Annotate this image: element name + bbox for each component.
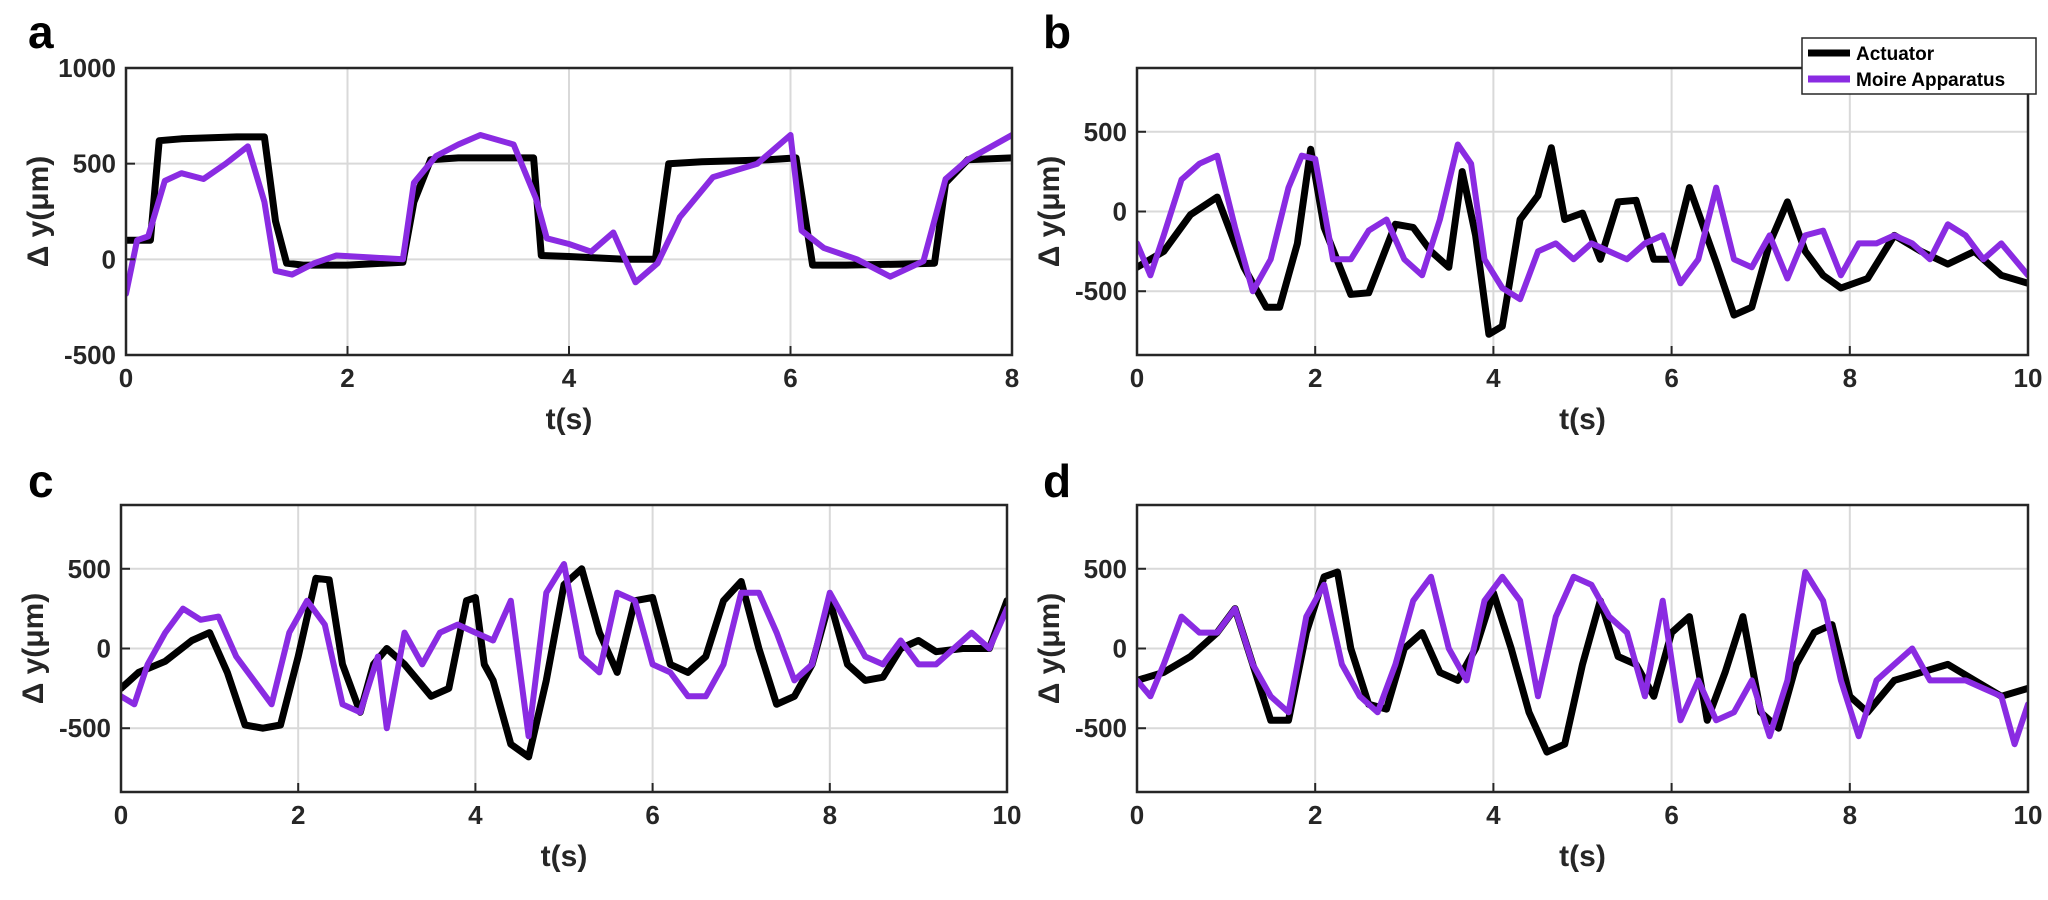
x-tick-label: 4 [1486,800,1501,830]
y-axis-label: Δ y(μm) [1033,156,1066,268]
moire-apparatus-series-line [121,561,1007,740]
x-tick-label: 2 [1308,363,1322,393]
moire-apparatus-series-line [1137,141,2028,303]
y-axis-label: Δ y(μm) [1033,593,1066,705]
panel-label: c [28,455,54,507]
x-tick-label: 8 [1843,800,1857,830]
moire-apparatus-series-line [126,132,1012,297]
legend: Actuator Moire Apparatus [1801,37,2037,95]
legend-label: Actuator [1856,44,1935,65]
y-tick-label: 0 [1113,197,1127,227]
x-axis-label: t(s) [1559,403,1606,436]
y-tick-label: 1000 [58,53,116,83]
x-tick-label: 2 [291,800,305,830]
x-tick-label: 8 [823,800,837,830]
x-tick-label: 0 [114,800,128,830]
y-tick-label: 500 [1084,554,1127,584]
x-tick-label: 10 [993,800,1022,830]
x-tick-label: 8 [1005,363,1019,393]
panel-label: a [28,6,54,58]
panel-label: d [1043,455,1071,507]
y-tick-label: -500 [59,713,111,743]
x-tick-label: 4 [562,363,577,393]
legend-label: Moire Apparatus [1856,70,2005,91]
panel-b: 0 2 4 6 8 10 -500 0 500 t(s) Δ y(μm) b [1033,6,2042,436]
actuator-series-line [1137,144,2028,338]
actuator-series-line [126,133,1012,269]
x-axis-label: t(s) [541,840,588,873]
x-tick-label: 10 [2014,800,2043,830]
legend-box [1801,37,2037,95]
x-tick-label: 2 [1308,800,1322,830]
y-tick-label: -500 [1075,276,1127,306]
y-tick-label: 0 [1113,634,1127,664]
actuator-series-line [121,565,1007,761]
x-tick-label: 0 [119,363,133,393]
x-axis-label: t(s) [1559,840,1606,873]
y-tick-label: -500 [64,340,116,370]
x-tick-label: 10 [2014,363,2043,393]
x-tick-label: 0 [1130,800,1144,830]
x-tick-label: 2 [340,363,354,393]
y-tick-label: -500 [1075,713,1127,743]
x-tick-label: 8 [1843,363,1857,393]
x-tick-label: 4 [1486,363,1501,393]
y-axis-label: Δ y(μm) [17,593,50,705]
y-tick-label: 0 [97,634,111,664]
x-axis-label: t(s) [546,403,593,436]
x-tick-label: 6 [1664,363,1678,393]
x-tick-label: 0 [1130,363,1144,393]
moire-apparatus-series-line [1137,569,2028,748]
x-tick-label: 4 [468,800,483,830]
y-tick-label: 500 [73,149,116,179]
x-tick-label: 6 [783,363,797,393]
x-tick-label: 6 [645,800,659,830]
y-tick-label: 0 [102,244,116,274]
panel-d: 0 2 4 6 8 10 -500 0 500 t(s) Δ y(μm) d [1033,455,2042,873]
y-tick-label: 500 [68,554,111,584]
panel-c: 0 2 4 6 8 10 -500 0 500 t(s) Δ y(μm) c [17,455,1021,873]
panel-label: b [1043,6,1071,58]
y-tick-label: 500 [1084,117,1127,147]
y-axis-label: Δ y(μm) [22,156,55,268]
x-tick-label: 6 [1664,800,1678,830]
